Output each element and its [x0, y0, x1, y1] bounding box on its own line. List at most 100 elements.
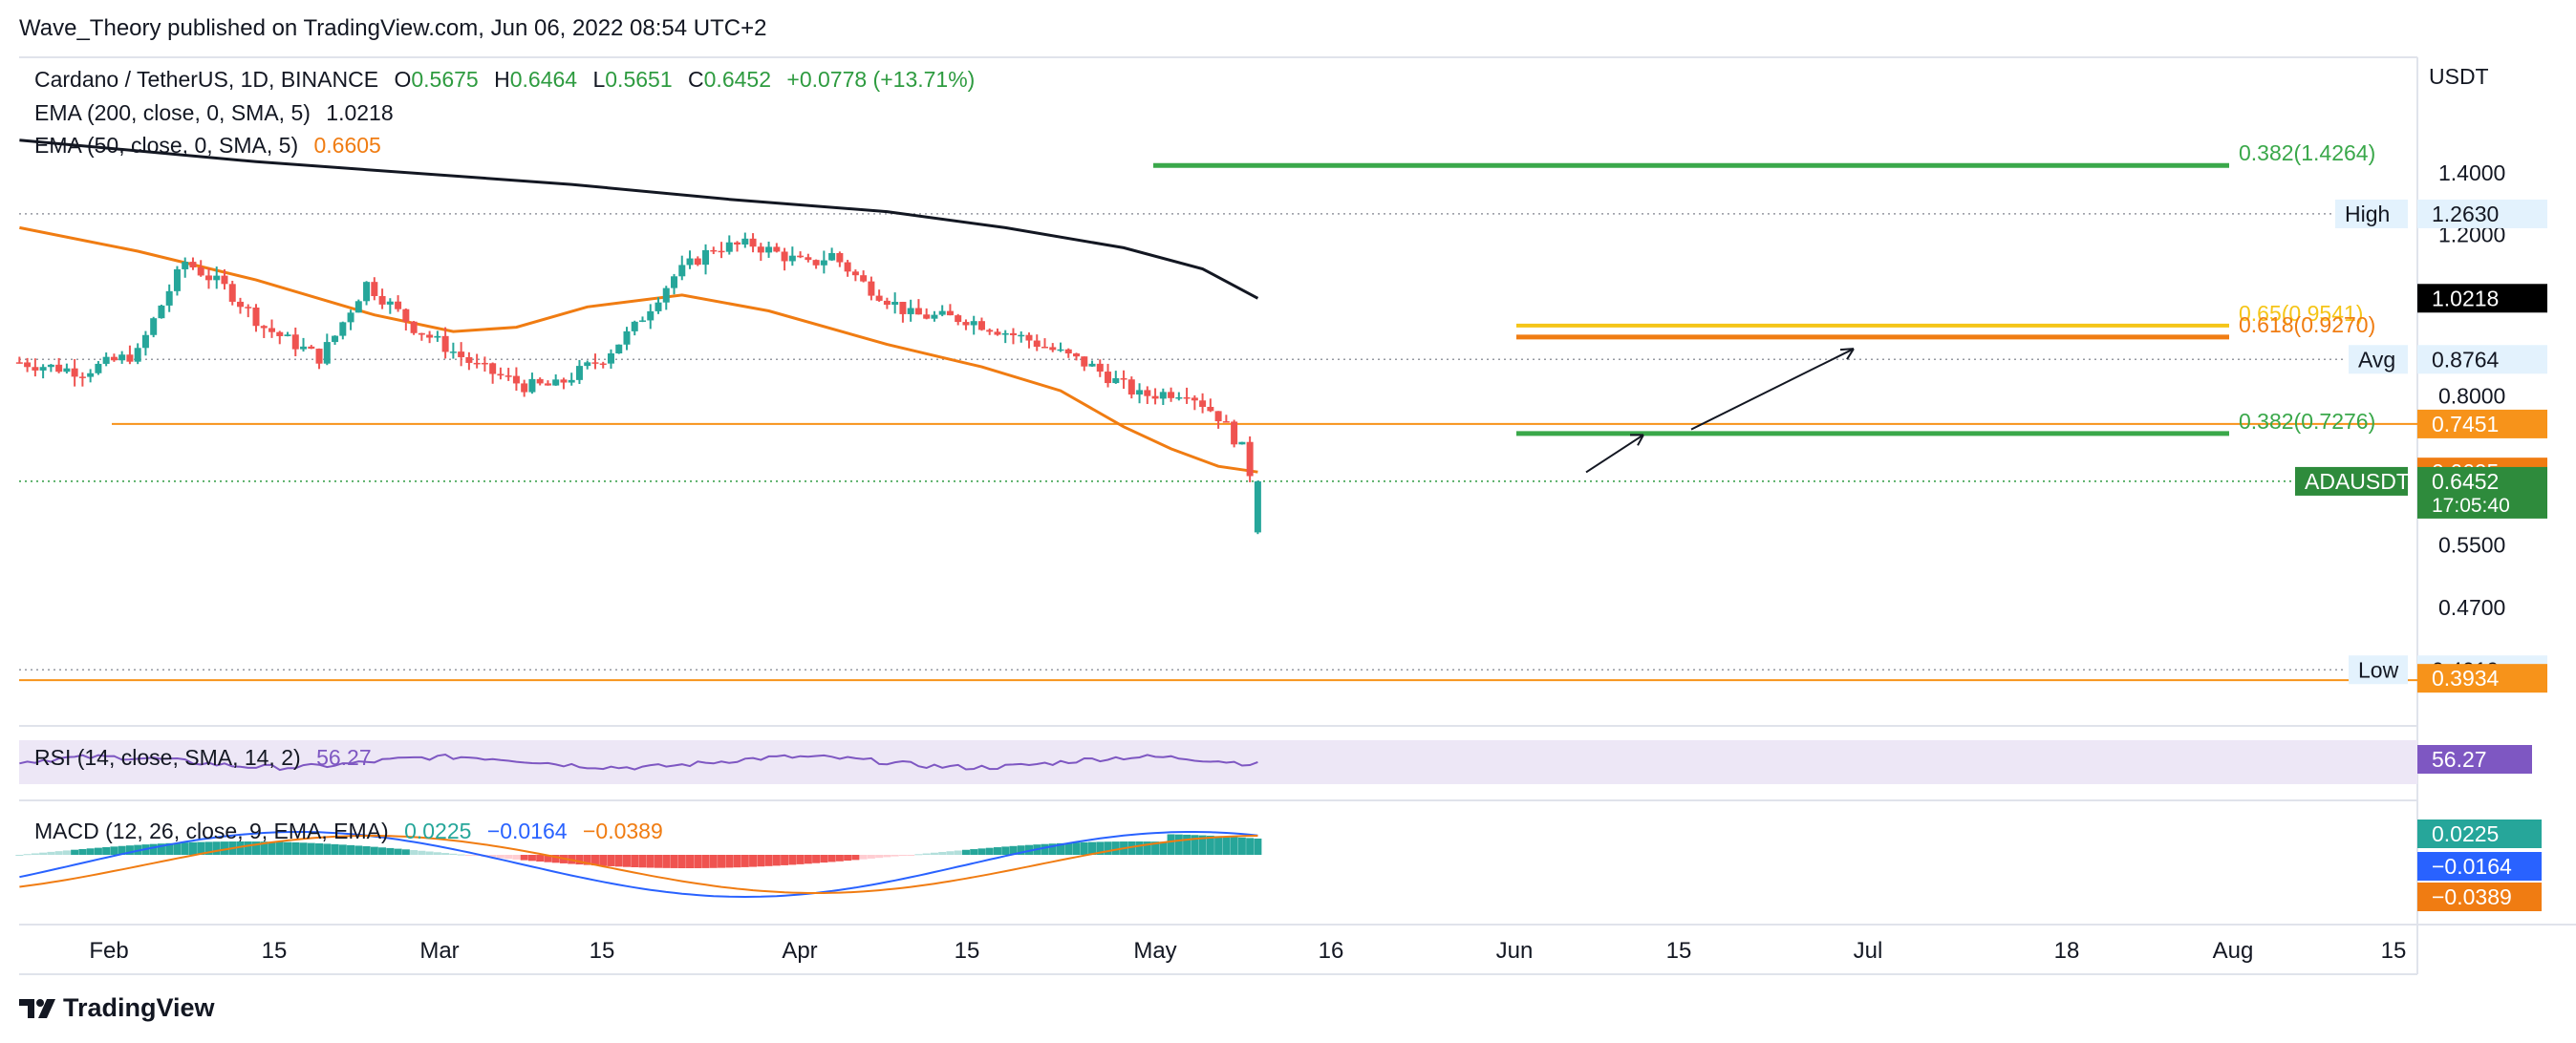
candle [805, 253, 812, 263]
candle-body [678, 265, 686, 277]
ema50-legend[interactable]: EMA (50, close, 0, SMA, 5) 0.6605 [34, 133, 381, 159]
candle [1246, 436, 1254, 482]
candle-body [489, 363, 497, 374]
candle [1183, 387, 1191, 404]
candle [276, 330, 284, 345]
candle-body [844, 262, 851, 272]
macd-bar [1041, 843, 1049, 855]
macd-legend[interactable]: MACD (12, 26, close, 9, EMA, EMA) 0.0225… [34, 819, 663, 844]
ema200-legend[interactable]: EMA (200, close, 0, SMA, 5) 1.0218 [34, 100, 394, 126]
candle [1159, 388, 1167, 406]
macd-bar [1072, 842, 1081, 855]
macd-bar [102, 846, 111, 855]
candle-body [1214, 411, 1222, 422]
tradingview-logo[interactable]: TradingView [19, 993, 215, 1023]
candle [39, 364, 47, 379]
macd-bar [804, 855, 812, 864]
candle-body [836, 252, 844, 263]
candle-body [781, 251, 788, 262]
macd-bar [883, 855, 891, 858]
price-tick: 1.4000 [2438, 160, 2505, 185]
candle-body [638, 320, 646, 322]
fibonacci-levels[interactable]: 0.382(1.4264) 0.65(0.9541)0.618(0.9270) 0.… [1153, 140, 2375, 436]
candle [820, 250, 827, 274]
rsi-value: 56.27 [316, 745, 372, 770]
candle-body [386, 301, 394, 305]
candle [1168, 387, 1175, 402]
time-tick: 15 [955, 938, 980, 964]
candle [986, 328, 994, 335]
candle-body [332, 335, 339, 343]
macd-bar [457, 854, 465, 856]
candle [970, 315, 977, 335]
candle-body [71, 368, 78, 377]
candle [150, 316, 158, 338]
candle [347, 309, 354, 330]
candle-body [741, 238, 749, 245]
candle-body [95, 363, 102, 373]
macd-bar [62, 850, 71, 855]
rsi-label: RSI (14, close, SMA, 14, 2) [34, 745, 301, 770]
macd-bar [188, 841, 197, 855]
macd-bar [441, 853, 450, 855]
macd-bar [410, 850, 419, 855]
candle [260, 325, 268, 338]
candle-body [402, 309, 410, 322]
candle [102, 352, 110, 367]
macd-bar [1237, 837, 1246, 855]
macd-bar [54, 851, 63, 855]
macd-bar [496, 855, 504, 859]
macd-bar [47, 851, 55, 855]
macd-bar [718, 855, 726, 868]
symbol-title[interactable]: Cardano / TetherUS, 1D, BINANCE [34, 67, 379, 92]
candle [252, 304, 260, 332]
rsi-legend[interactable]: RSI (14, close, SMA, 14, 2) 56.27 [34, 745, 372, 771]
candle [757, 243, 764, 262]
candle [386, 298, 394, 314]
candle-body [686, 258, 694, 266]
rsi-axis-box [2417, 745, 2532, 774]
candle-body [395, 301, 402, 309]
candle [426, 330, 434, 344]
price-axis[interactable]: USDT1.40001.20000.80000.55000.47001.2630… [2295, 64, 2547, 911]
candle-body [1175, 396, 1183, 399]
macd-bar [820, 855, 828, 863]
macd-bar [812, 855, 821, 863]
candle [528, 372, 536, 394]
arrow-segment-1 [1585, 434, 1644, 474]
candle [655, 297, 662, 314]
candle [228, 280, 236, 306]
macd-bar [284, 841, 292, 855]
macd-bar [741, 855, 749, 867]
candle-body [284, 334, 291, 336]
macd-bar [338, 844, 347, 855]
fib-label: 0.382(1.4264) [2239, 140, 2375, 165]
macd-bar [418, 850, 426, 855]
candle [1127, 376, 1135, 399]
candle [410, 321, 418, 335]
candle-body [662, 287, 670, 303]
time-tick: 15 [1666, 938, 1692, 964]
candle [1231, 419, 1238, 448]
candle-body [883, 300, 891, 306]
candle-body [15, 362, 23, 364]
time-tick: Jun [1496, 938, 1534, 964]
candle [955, 313, 962, 326]
candle-body [757, 246, 764, 253]
macd-bar [851, 855, 860, 861]
candle-body [805, 257, 812, 261]
brand-name: TradingView [63, 993, 215, 1022]
candle-body [1064, 349, 1072, 354]
macd-bar [433, 852, 441, 855]
macd-bar [527, 855, 536, 862]
candle [158, 304, 165, 319]
candle-body [213, 275, 221, 281]
macd-bar [985, 847, 994, 855]
time-axis[interactable]: Feb 15 Mar 15 Apr 15 May 16 Jun 15 Jul 18 Aug 15 [89, 938, 2406, 964]
price-label-value: 0.7451 [2432, 412, 2499, 436]
candle-body [1120, 378, 1127, 380]
candle-body [347, 312, 354, 323]
projection-arrows[interactable] [1585, 348, 1855, 474]
macd-bar [1127, 841, 1136, 855]
